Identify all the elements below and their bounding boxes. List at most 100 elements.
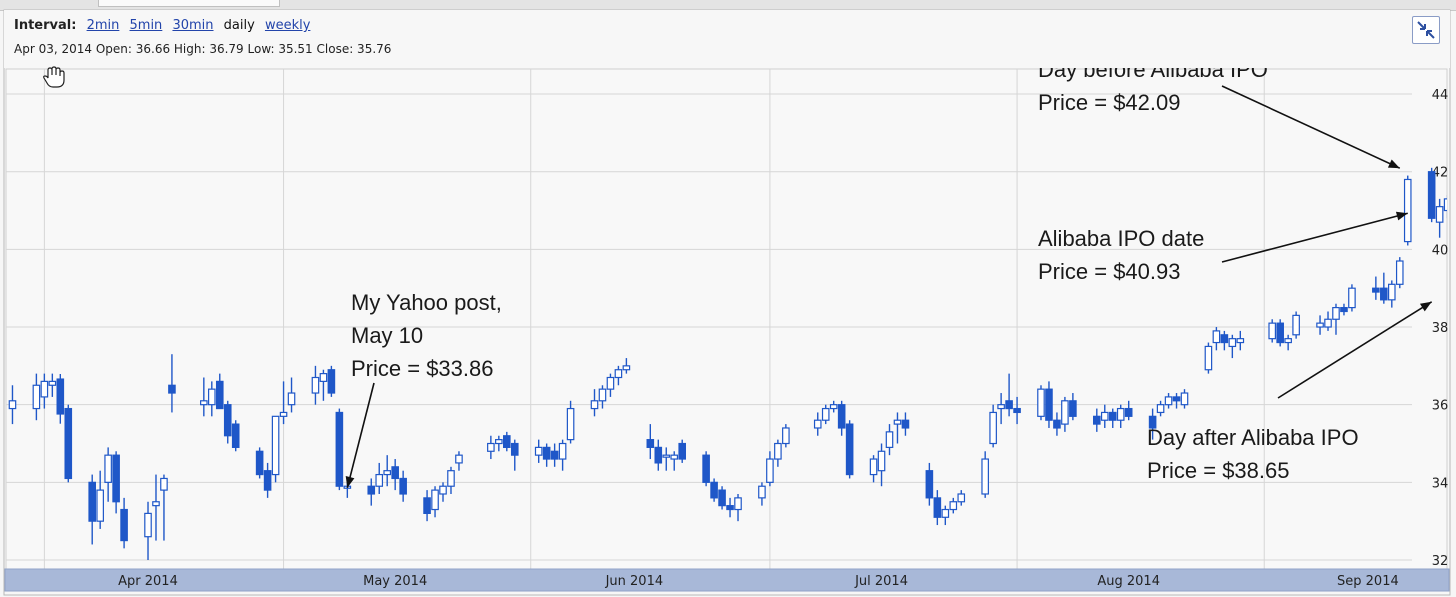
candle-body[interactable] (981, 458, 989, 495)
candle-body[interactable] (8, 400, 17, 410)
candle-body[interactable] (678, 442, 687, 460)
candle-body[interactable] (112, 454, 120, 503)
candle-body[interactable] (566, 407, 575, 441)
candle-body[interactable] (558, 442, 567, 460)
candle-body[interactable] (495, 439, 503, 445)
candle-body[interactable] (1069, 400, 1077, 417)
candle-body[interactable] (104, 454, 112, 483)
candle-body[interactable] (901, 419, 910, 429)
candle-body[interactable] (933, 497, 942, 518)
candle-body[interactable] (510, 442, 519, 456)
candle-body[interactable] (319, 373, 328, 382)
candle-body[interactable] (782, 427, 790, 445)
candle-body[interactable] (255, 450, 264, 476)
candle-body[interactable] (160, 477, 168, 491)
candle-body[interactable] (120, 508, 128, 542)
candle-body[interactable] (1292, 314, 1300, 336)
candle-body[interactable] (207, 388, 216, 406)
candle-body[interactable] (502, 435, 511, 448)
candle-body[interactable] (88, 481, 97, 522)
candle-body[interactable] (64, 407, 73, 480)
candle-body[interactable] (1276, 322, 1284, 344)
candle-body[interactable] (1452, 141, 1456, 203)
candle-body[interactable] (1380, 287, 1388, 301)
candle-body[interactable] (1372, 287, 1380, 293)
candle-body[interactable] (1403, 178, 1412, 243)
candle-body[interactable] (1284, 338, 1292, 344)
candle-body[interactable] (1268, 322, 1277, 340)
candle-body[interactable] (1093, 415, 1101, 425)
candle-body[interactable] (383, 470, 392, 476)
candle-body[interactable] (662, 454, 671, 458)
candle-body[interactable] (144, 512, 152, 538)
candle-body[interactable] (710, 481, 718, 499)
candle-body[interactable] (829, 404, 838, 410)
candle-body[interactable] (215, 380, 224, 410)
candle-body[interactable] (32, 384, 41, 410)
candle-body[interactable] (1172, 396, 1181, 402)
candle-body[interactable] (1108, 411, 1117, 421)
candle-body[interactable] (646, 439, 655, 448)
candle-body[interactable] (1348, 287, 1356, 309)
candle-body[interactable] (550, 450, 559, 460)
candle-body[interactable] (48, 380, 57, 386)
candle-body[interactable] (367, 485, 376, 495)
candle-body[interactable] (168, 384, 176, 394)
candle-body[interactable] (279, 411, 288, 417)
candle-body[interactable] (1340, 307, 1348, 313)
candle-body[interactable] (590, 400, 599, 410)
candle-body[interactable] (542, 446, 551, 460)
candle-body[interactable] (925, 470, 934, 499)
candle-body[interactable] (423, 497, 431, 515)
candle-body[interactable] (758, 485, 766, 499)
candle-body[interactable] (399, 477, 407, 495)
candle-body[interactable] (1228, 338, 1237, 348)
candle-body[interactable] (614, 369, 623, 379)
candle-body[interactable] (1013, 407, 1021, 414)
candle-body[interactable] (311, 376, 320, 394)
candle-body[interactable] (1427, 171, 1436, 219)
candle-body[interactable] (1037, 388, 1045, 417)
candle-body[interactable] (821, 407, 830, 421)
candle-body[interactable] (1220, 334, 1229, 344)
interval-30min-link[interactable]: 30min (172, 18, 214, 33)
candle-body[interactable] (1180, 392, 1189, 406)
candle-body[interactable] (622, 365, 631, 371)
candle-body[interactable] (718, 489, 726, 507)
candle-body[interactable] (487, 442, 495, 452)
candle-body[interactable] (263, 470, 272, 491)
candle-body[interactable] (766, 458, 774, 483)
candle-body[interactable] (1045, 388, 1053, 421)
candle-body[interactable] (1148, 415, 1157, 429)
candle-body[interactable] (375, 473, 384, 487)
candle-body[interactable] (1116, 407, 1125, 421)
candle-body[interactable] (949, 501, 958, 511)
candle-body[interactable] (941, 508, 950, 518)
candle-body[interactable] (439, 485, 447, 495)
candle-body[interactable] (1388, 283, 1396, 301)
candle-body[interactable] (845, 423, 854, 476)
candle-body[interactable] (56, 378, 65, 415)
candle-body[interactable] (1443, 198, 1450, 212)
candle-body[interactable] (837, 404, 846, 429)
candle-body[interactable] (670, 454, 679, 460)
candle-body[interactable] (1164, 396, 1173, 406)
candle-body[interactable] (1435, 206, 1444, 223)
candle-body[interactable] (885, 431, 894, 448)
candle-body[interactable] (200, 400, 208, 406)
candle-body[interactable] (1005, 400, 1013, 410)
candle-body[interactable] (231, 423, 240, 448)
candle-body[interactable] (152, 501, 160, 507)
candle-body[interactable] (455, 454, 463, 464)
candle-body[interactable] (1316, 322, 1324, 328)
candle-body[interactable] (726, 505, 734, 511)
candle-body[interactable] (1061, 400, 1069, 425)
candle-body[interactable] (40, 380, 49, 398)
candle-body[interactable] (534, 446, 543, 456)
candle-body[interactable] (391, 466, 399, 480)
candle-body[interactable] (96, 489, 104, 522)
candle-body[interactable] (1324, 318, 1332, 328)
candle-body[interactable] (606, 376, 615, 390)
interval-2min-link[interactable]: 2min (86, 18, 120, 33)
candle-body[interactable] (1204, 345, 1213, 371)
